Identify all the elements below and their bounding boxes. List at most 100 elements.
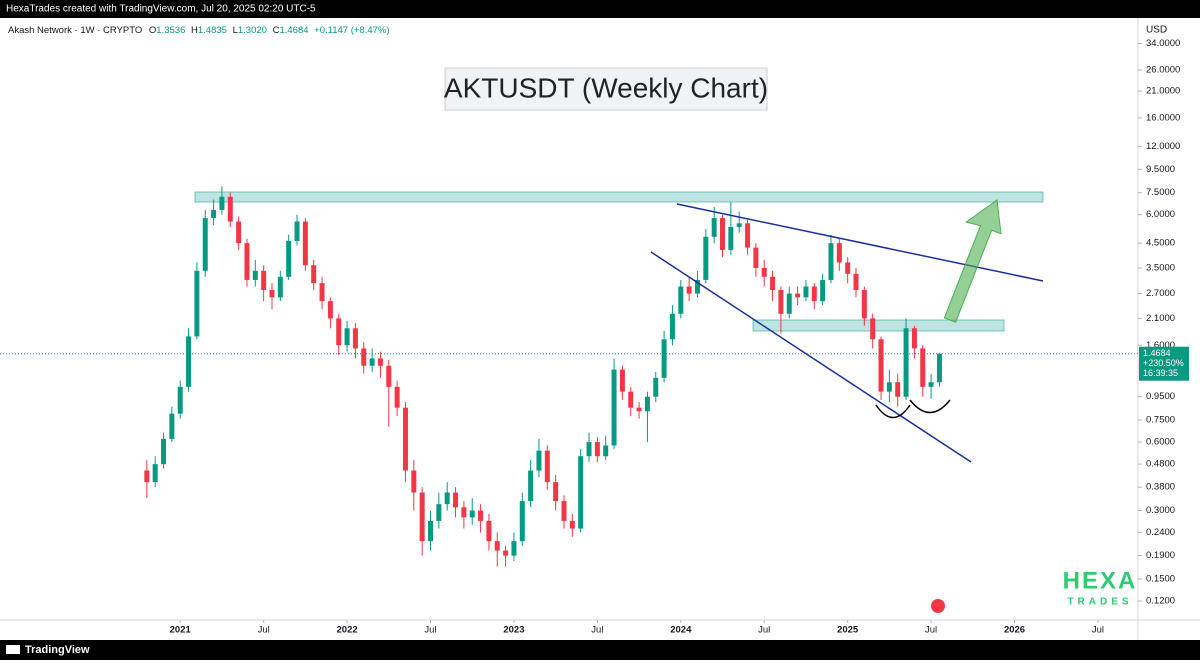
candle-body: [344, 328, 350, 346]
candle-body: [936, 353, 942, 383]
x-tick-label: Jul: [591, 625, 603, 636]
candle-body: [870, 318, 876, 340]
x-tick-label: Jul: [925, 625, 937, 636]
candle-body: [694, 279, 700, 294]
candle-body: [561, 501, 567, 521]
y-tick-label: 0.6000: [1146, 437, 1175, 448]
countdown: 16:39:35: [1143, 368, 1178, 378]
candle-body: [778, 289, 784, 314]
candle-body: [636, 407, 642, 412]
candle-body: [644, 396, 650, 412]
x-tick-label: Jul: [1092, 625, 1104, 636]
logo: [6, 645, 20, 654]
candle-body: [878, 339, 884, 392]
y-tick-label: 3.5000: [1146, 262, 1175, 273]
brand: TradingView: [25, 644, 90, 656]
y-tick-label: 21.0000: [1146, 86, 1180, 97]
candle-body: [628, 391, 634, 408]
trendline: [676, 203, 1044, 282]
candle-body: [461, 507, 467, 518]
candle-body: [569, 520, 575, 529]
candle-body: [369, 358, 375, 366]
legend-value: 1.3536: [156, 25, 185, 36]
y-tick-label: 0.4800: [1146, 459, 1175, 470]
candle-body: [144, 470, 150, 483]
candle-body: [920, 348, 926, 387]
y-tick-label: 0.1900: [1146, 550, 1175, 561]
x-tick-label: 2026: [1004, 625, 1025, 636]
candle-body: [786, 293, 792, 314]
candle-body: [453, 492, 459, 508]
candle-body: [277, 276, 283, 298]
candle-body: [269, 289, 275, 298]
annotations: [194, 191, 1044, 332]
candle-body: [544, 450, 550, 483]
legend-label: L: [233, 25, 238, 36]
candle-body: [419, 492, 425, 542]
last-change: +230.50%: [1143, 358, 1184, 368]
candle-body: [903, 328, 909, 397]
watermark: TRADES: [1067, 597, 1132, 608]
bottom-arc: [909, 399, 951, 414]
candle-body: [553, 482, 559, 502]
candle-body: [886, 382, 892, 392]
candle-body: [236, 221, 242, 244]
y-tick-label: 16.0000: [1146, 112, 1180, 123]
candle-body: [169, 413, 175, 439]
candle-body: [177, 386, 183, 414]
candle-body: [469, 510, 475, 518]
y-tick-label: 4.5000: [1146, 238, 1175, 249]
last-price-label-bg: [1139, 346, 1189, 381]
candle-body: [911, 328, 917, 349]
trendline: [650, 251, 972, 463]
candle-body: [728, 226, 734, 250]
candle-body: [578, 456, 584, 529]
breakout-arrow: [943, 199, 1002, 323]
candle-body: [186, 336, 192, 387]
candle-body: [194, 270, 200, 337]
y-tick-label: 34.0000: [1146, 38, 1180, 49]
candle-body: [895, 382, 901, 397]
candle-body: [219, 196, 225, 210]
legend-value: 1.4684: [279, 25, 308, 36]
candle-body: [678, 286, 684, 314]
candle-body: [828, 243, 834, 280]
y-tick-label: 0.1500: [1146, 573, 1175, 584]
candle-body: [377, 358, 383, 366]
candle-body: [845, 262, 851, 274]
y-tick-label: 12.0000: [1146, 141, 1180, 152]
candle-body: [428, 520, 434, 542]
candle-body: [152, 464, 158, 483]
last-price: 1.4684: [1143, 348, 1171, 358]
candle-body: [611, 369, 617, 446]
watermark: HEXA: [1063, 567, 1138, 594]
x-tick-label: Jul: [424, 625, 436, 636]
legend-label: H: [191, 25, 198, 36]
x-tick-label: 2024: [670, 625, 692, 636]
candle-body: [503, 550, 509, 556]
y-tick-label: 0.2400: [1146, 527, 1175, 538]
y-tick-label: 2.1000: [1146, 313, 1175, 324]
x-tick-label: 2022: [337, 625, 358, 636]
event-icon: [931, 599, 945, 613]
bottom-arc: [875, 404, 911, 419]
plot-area: [144, 186, 942, 567]
x-tick-label: 2025: [837, 625, 859, 636]
candle-body: [703, 236, 709, 280]
candle-body: [311, 265, 317, 284]
candle-body: [494, 541, 500, 551]
y-tick-label: 0.3000: [1146, 505, 1175, 516]
candle-body: [252, 270, 258, 280]
candle-body: [261, 270, 267, 290]
chart-title: AKTUSDT (Weekly Chart): [444, 72, 768, 103]
legend-value: 1.3020: [238, 25, 267, 36]
title-box: [444, 67, 768, 111]
candle-body: [820, 279, 826, 302]
x-tick-label: Jul: [758, 625, 770, 636]
candle-body: [619, 369, 625, 392]
candle-body: [761, 267, 767, 277]
x-tick-label: 2023: [503, 625, 524, 636]
y-tick-label: 0.1200: [1146, 596, 1175, 607]
candle-body: [586, 442, 592, 457]
